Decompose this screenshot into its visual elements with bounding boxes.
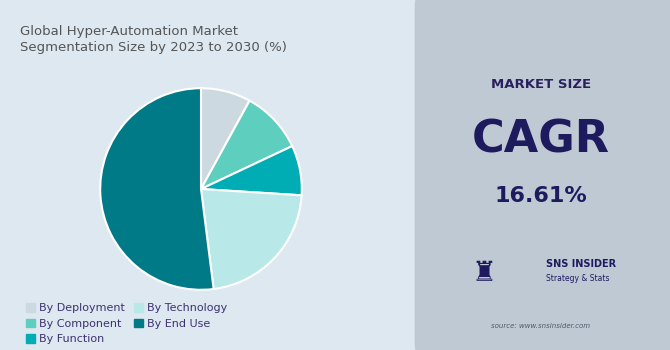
Text: Strategy & Stats: Strategy & Stats: [546, 274, 610, 283]
Wedge shape: [201, 101, 292, 189]
Text: ♜: ♜: [472, 259, 496, 287]
Text: CAGR: CAGR: [472, 119, 610, 161]
Wedge shape: [100, 88, 214, 290]
Text: 16.61%: 16.61%: [494, 186, 588, 206]
FancyBboxPatch shape: [415, 0, 670, 350]
Text: source: www.snsinsider.com: source: www.snsinsider.com: [492, 322, 590, 329]
Legend: By Deployment, By Component, By Function, By Technology, By End Use: By Deployment, By Component, By Function…: [25, 303, 227, 344]
Wedge shape: [201, 146, 302, 195]
Text: SNS INSIDER: SNS INSIDER: [546, 259, 616, 269]
Wedge shape: [201, 189, 302, 289]
Wedge shape: [201, 88, 249, 189]
Text: Global Hyper-Automation Market
Segmentation Size by 2023 to 2030 (%): Global Hyper-Automation Market Segmentat…: [20, 25, 287, 55]
Text: MARKET SIZE: MARKET SIZE: [491, 77, 591, 91]
